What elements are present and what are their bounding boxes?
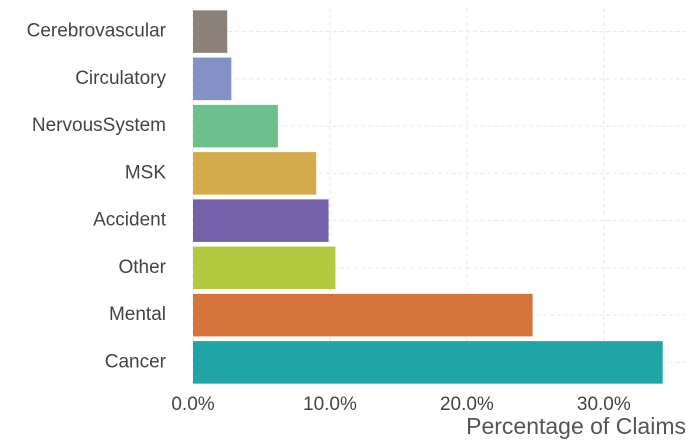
bar	[193, 341, 663, 384]
bar	[193, 152, 317, 195]
y-tick-label: Cerebrovascular	[27, 21, 167, 42]
bar	[193, 246, 336, 290]
bar	[193, 199, 329, 242]
x-tick-label: 0.0%	[171, 394, 214, 415]
bar	[193, 10, 228, 53]
y-tick-label: MSK	[125, 162, 167, 183]
bar	[193, 293, 533, 337]
x-tick-label: 10.0%	[303, 394, 357, 415]
x-tick-label: 20.0%	[440, 394, 494, 415]
y-tick-label: Cancer	[105, 351, 167, 372]
y-tick-label: NervousSystem	[32, 115, 166, 136]
y-tick-label: Mental	[109, 304, 166, 325]
y-tick-label: Accident	[93, 210, 167, 231]
y-tick-label: Other	[118, 257, 166, 278]
y-tick-label: Circulatory	[75, 68, 166, 89]
bar	[193, 104, 278, 148]
bar	[193, 57, 232, 101]
x-axis-title: Percentage of Claims	[466, 413, 686, 439]
x-tick-label: 30.0%	[577, 394, 631, 415]
